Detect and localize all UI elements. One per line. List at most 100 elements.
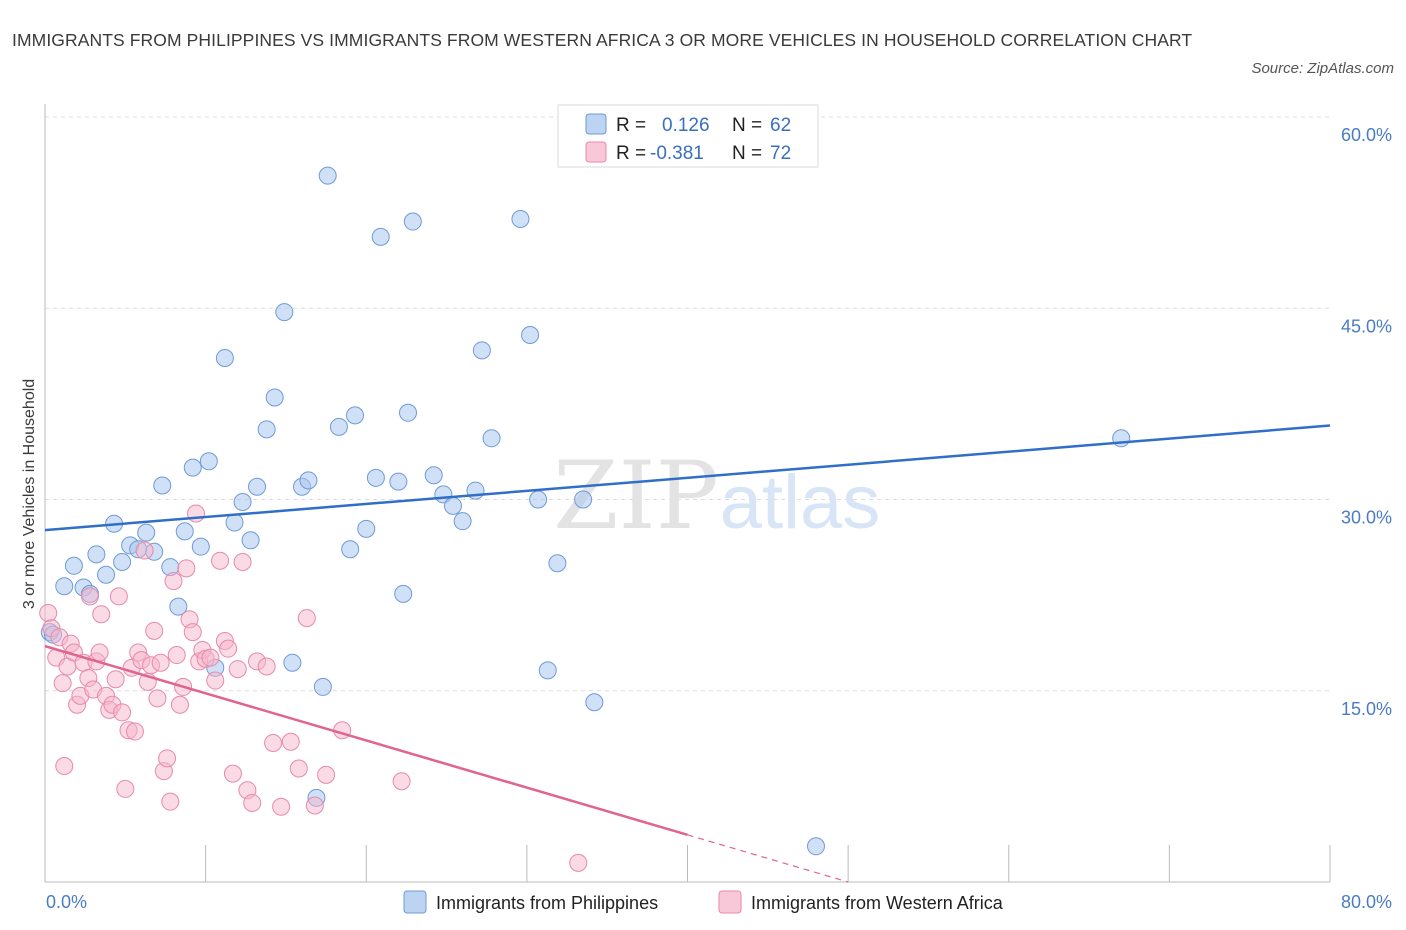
stats-legend-n-value-1: 62 (770, 115, 791, 136)
trend-lines (44, 424, 1331, 883)
y-tick-label-0: 15.0% (1341, 699, 1392, 719)
western-africa-point-54 (219, 639, 238, 658)
philippines-point-44 (399, 403, 418, 422)
western-africa-point-40 (167, 646, 186, 665)
western-africa-point-57 (233, 552, 252, 571)
philippines-point-51 (472, 341, 491, 360)
legend-swatch-philippines (403, 890, 427, 914)
stats-legend-r-value-1: 0.126 (662, 115, 710, 136)
y-axis-label: 3 or more Vehicles in Household (21, 379, 38, 609)
philippines-point-53 (511, 210, 530, 228)
western-africa-point-52 (211, 551, 230, 570)
western-africa-point-45 (183, 623, 202, 642)
chart-title: IMMIGRANTS FROM PHILIPPINES VS IMMIGRANT… (12, 30, 1193, 50)
western-africa-point-43 (177, 559, 196, 578)
western-africa-point-70 (392, 772, 411, 791)
legend-label-philippines: Immigrants from Philippines (436, 893, 658, 913)
philippines-point-55 (529, 490, 548, 509)
western-africa-point-0 (39, 603, 58, 622)
source-text: Source: ZipAtlas.com (1251, 60, 1394, 77)
philippines-point-28 (265, 388, 284, 407)
philippines-point-24 (233, 493, 252, 512)
western-africa-point-5 (55, 756, 74, 775)
western-africa-point-59 (243, 793, 262, 812)
philippines-point-19 (191, 537, 210, 556)
axes (44, 104, 1331, 883)
western-africa-point-63 (272, 797, 291, 816)
philippines-point-35 (318, 166, 337, 185)
western-africa-point-23 (113, 703, 132, 722)
y-tick-label-2: 45.0% (1341, 316, 1392, 336)
western-africa-point-16 (90, 643, 109, 662)
western-africa-point-41 (170, 695, 189, 714)
philippines-point-14 (153, 476, 172, 495)
philippines-point-46 (424, 466, 443, 485)
philippines-point-37 (341, 540, 360, 559)
philippines-point-58 (574, 490, 593, 509)
western-africa-point-33 (145, 621, 164, 640)
philippines-point-22 (215, 348, 234, 367)
stats-legend-swatch-blue (585, 113, 607, 135)
western-africa-point-34 (148, 689, 167, 708)
western-africa-point-27 (125, 722, 144, 741)
western-africa-point-56 (228, 660, 247, 679)
stats-legend-swatch-pink (585, 141, 607, 163)
philippines-point-3 (64, 556, 83, 575)
series-legend: Immigrants from Philippines Immigrants f… (403, 890, 1004, 914)
philippines-point-17 (175, 522, 194, 541)
philippines-point-38 (346, 406, 365, 425)
philippines-point-45 (403, 212, 422, 231)
western-africa-point-17 (92, 605, 111, 624)
philippines-point-52 (482, 429, 501, 448)
philippines-points (40, 166, 1131, 856)
western-africa-point-4 (53, 674, 72, 693)
western-africa-point-21 (106, 670, 125, 689)
y-tick-label-3: 60.0% (1341, 125, 1392, 145)
legend-label-western-africa: Immigrants from Western Africa (751, 893, 1004, 913)
western-africa-trend-line (44, 644, 688, 837)
western-africa-point-67 (305, 796, 324, 815)
western-africa-point-22 (109, 587, 128, 606)
stats-legend-n-label-2: N = (732, 143, 762, 164)
philippines-point-25 (241, 531, 260, 550)
philippines-point-59 (585, 693, 604, 712)
x-tick-label-0: 0.0% (46, 892, 87, 912)
philippines-point-57 (548, 554, 567, 573)
western-africa-point-13 (80, 587, 99, 606)
philippines-point-29 (275, 303, 294, 322)
philippines-point-54 (521, 326, 540, 345)
tick-labels: 15.0% 30.0% 45.0% 60.0% 0.0% 80.0% (46, 125, 1392, 912)
philippines-point-43 (394, 584, 413, 603)
philippines-point-9 (113, 552, 132, 571)
western-africa-point-55 (223, 764, 242, 783)
philippines-point-23 (225, 513, 244, 532)
philippines-point-34 (313, 677, 332, 696)
philippines-point-42 (389, 472, 408, 491)
philippines-point-60 (807, 837, 825, 856)
x-tick-label-1: 80.0% (1341, 892, 1392, 912)
philippines-point-26 (248, 477, 267, 496)
western-africa-point-24 (116, 779, 135, 798)
stats-legend: R = 0.126 N = 62 R = -0.381 N = 72 (557, 104, 819, 168)
stats-legend-r-value-2: -0.381 (650, 143, 704, 164)
philippines-trend-line (44, 424, 1331, 532)
philippines-point-41 (371, 227, 390, 246)
western-africa-trend-dashed (687, 834, 849, 883)
philippines-point-32 (299, 471, 318, 490)
western-africa-point-66 (297, 609, 316, 628)
western-africa-point-30 (135, 541, 154, 560)
philippines-point-27 (257, 420, 276, 439)
western-africa-point-64 (281, 732, 300, 751)
philippines-point-49 (453, 512, 472, 531)
philippines-point-36 (329, 417, 348, 436)
philippines-point-6 (87, 545, 106, 564)
grid-lines (45, 116, 1330, 692)
western-africa-point-38 (161, 792, 180, 811)
western-africa-point-65 (289, 759, 308, 778)
stats-legend-n-label-1: N = (732, 115, 762, 136)
legend-swatch-western-africa (718, 890, 742, 914)
philippines-point-16 (169, 597, 188, 616)
philippines-point-39 (357, 519, 376, 538)
stats-legend-r-label-1: R = (616, 115, 646, 136)
western-africa-points (39, 504, 588, 872)
